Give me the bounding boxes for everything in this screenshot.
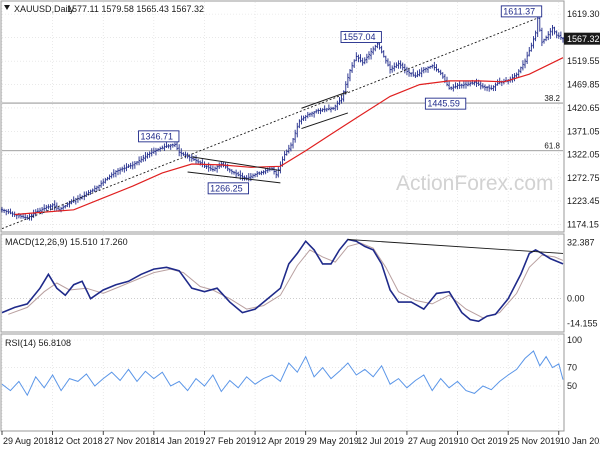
macd-signal-line bbox=[8, 243, 563, 318]
x-tick-label: 10 Jan 2020 bbox=[560, 436, 600, 446]
x-tick-label: 25 Nov 2019 bbox=[509, 436, 560, 446]
rsi-y-tick-label: 50 bbox=[567, 381, 577, 391]
macd-y-tick-label: 32.387 bbox=[567, 237, 595, 247]
x-tick-label: 12 Jul 2019 bbox=[357, 436, 404, 446]
price-y-tick-label: 1322.05 bbox=[567, 149, 600, 159]
rsi-panel-title: RSI(14) 56.8108 bbox=[5, 338, 71, 348]
channel-line bbox=[192, 157, 281, 171]
x-tick-label: 27 Aug 2019 bbox=[408, 436, 459, 446]
price-panel-title: XAUUSD,Daily bbox=[14, 4, 75, 14]
macd-divergence-line bbox=[348, 239, 563, 253]
price-y-tick-label: 1420.65 bbox=[567, 103, 600, 113]
rsi-panel-frame bbox=[1, 334, 564, 431]
price-y-tick-label: 1272.75 bbox=[567, 173, 600, 183]
callout-label: 1266.25 bbox=[210, 183, 243, 193]
macd-line bbox=[2, 240, 563, 322]
x-tick-label: 10 Oct 2019 bbox=[459, 436, 508, 446]
x-tick-label: 12 Oct 2018 bbox=[54, 436, 103, 446]
price-y-tick-label: 1174.15 bbox=[567, 219, 599, 229]
price-panel-frame bbox=[1, 1, 564, 232]
x-tick-label: 14 Jan 2019 bbox=[155, 436, 205, 446]
price-y-tick-label: 1469.85 bbox=[567, 80, 600, 90]
rsi-layer: 100 70 50 bbox=[2, 335, 582, 395]
price-y-tick-label: 1619.30 bbox=[567, 9, 600, 19]
fib-level-label: 61.8 bbox=[544, 142, 560, 151]
rsi-y-tick-label: 100 bbox=[567, 335, 582, 345]
price-y-tick-label: 1223.45 bbox=[567, 196, 600, 206]
price-y-tick-label: 1519.55 bbox=[567, 56, 600, 66]
callout-label: 1445.59 bbox=[427, 99, 460, 109]
x-axis-layer: 29 Aug 2018 12 Oct 2018 27 Nov 2018 14 Jan … bbox=[2, 431, 600, 446]
rsi-y-tick-label: 70 bbox=[567, 363, 577, 373]
callout-label: 1557.04 bbox=[343, 32, 376, 42]
rsi-line bbox=[2, 351, 563, 395]
callout-label: 1611.37 bbox=[503, 6, 535, 16]
x-tick-label: 29 May 2019 bbox=[307, 436, 359, 446]
callout-label: 1346.71 bbox=[141, 131, 174, 141]
macd-panel-title: MACD(12,26,9) 15.510 17.260 bbox=[5, 237, 128, 247]
price-ohlc-header: 1577.11 1579.58 1565.43 1567.32 bbox=[67, 4, 204, 14]
price-y-tick-label: 1371.05 bbox=[567, 126, 600, 136]
macd-y-tick-label: -14.155 bbox=[567, 318, 598, 328]
x-tick-label: 29 Aug 2018 bbox=[3, 436, 54, 446]
channel-line bbox=[301, 113, 347, 129]
fib-level-label: 38.2 bbox=[544, 94, 560, 103]
x-tick-label: 27 Nov 2018 bbox=[104, 436, 155, 446]
x-tick-label: 12 Apr 2019 bbox=[256, 436, 305, 446]
collapse-triangle-icon[interactable] bbox=[4, 5, 10, 10]
x-tick-label: 27 Feb 2019 bbox=[205, 436, 256, 446]
watermark-text: ActionForex.com bbox=[396, 172, 554, 195]
last-price-label: 1567.32 bbox=[567, 34, 600, 44]
macd-y-tick-label: 0.00 bbox=[567, 294, 585, 304]
